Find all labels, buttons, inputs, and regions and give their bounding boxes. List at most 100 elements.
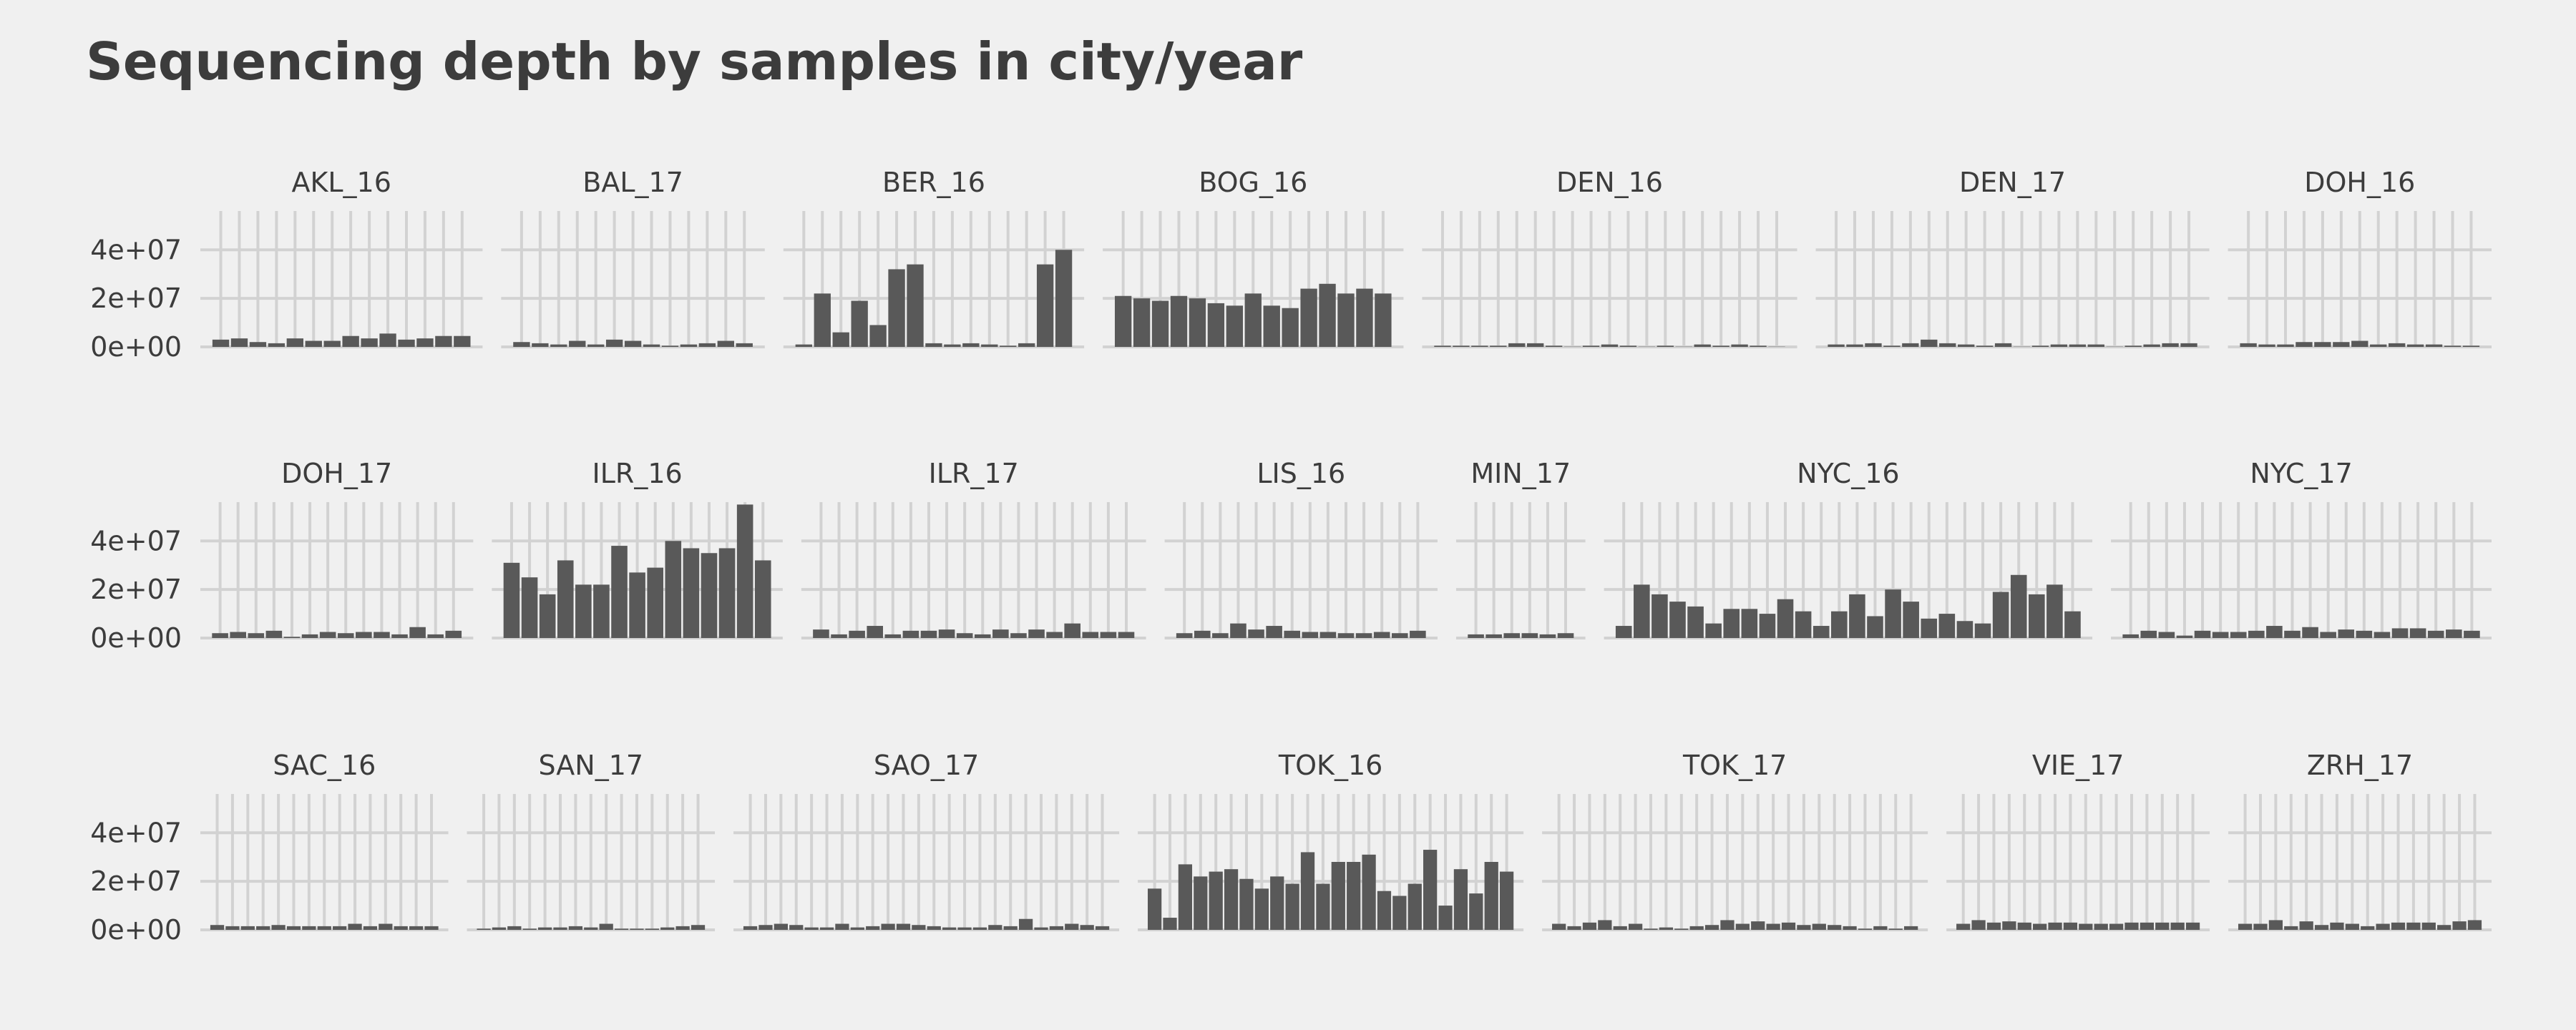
bar bbox=[851, 300, 868, 347]
bar bbox=[568, 926, 583, 930]
bar bbox=[956, 633, 973, 638]
bar bbox=[248, 633, 265, 638]
bar bbox=[988, 925, 1002, 930]
bar bbox=[1888, 928, 1903, 930]
bar bbox=[1490, 345, 1507, 347]
bar bbox=[2140, 630, 2157, 638]
facet-label: TOK_16 bbox=[1278, 750, 1382, 781]
bar bbox=[2050, 344, 2068, 347]
bar bbox=[1407, 883, 1422, 930]
bar bbox=[2268, 920, 2283, 930]
bar bbox=[532, 343, 549, 347]
bar bbox=[1689, 926, 1704, 930]
bar bbox=[630, 928, 644, 930]
bar bbox=[1751, 921, 1765, 930]
bar bbox=[1003, 926, 1018, 930]
bar bbox=[398, 339, 415, 347]
bar bbox=[758, 925, 773, 930]
bar bbox=[701, 553, 718, 638]
bar bbox=[1994, 343, 2012, 347]
bar bbox=[521, 577, 538, 638]
bar bbox=[1976, 345, 1994, 347]
bar bbox=[795, 344, 813, 347]
bar bbox=[2330, 922, 2344, 930]
bar bbox=[1557, 633, 1574, 638]
bar bbox=[624, 340, 642, 347]
bar bbox=[835, 923, 849, 930]
bar bbox=[1226, 305, 1244, 347]
bar bbox=[643, 344, 660, 347]
bar bbox=[1956, 923, 1971, 930]
bar bbox=[683, 548, 700, 638]
y-tick-label: 0e+00 bbox=[90, 331, 182, 363]
bar bbox=[1582, 922, 1597, 930]
bar bbox=[1712, 345, 1729, 347]
bar bbox=[513, 342, 530, 347]
bar bbox=[629, 572, 645, 638]
bar bbox=[557, 560, 574, 638]
y-tick-label: 4e+07 bbox=[90, 525, 182, 556]
bar bbox=[210, 925, 225, 930]
bar bbox=[1813, 626, 1830, 638]
bar bbox=[1582, 345, 1600, 347]
bar bbox=[1469, 893, 1483, 930]
bar bbox=[1471, 345, 1488, 347]
bar bbox=[2069, 344, 2087, 347]
facet-panel-bal-17: BAL_17 bbox=[501, 167, 765, 348]
bar bbox=[605, 339, 623, 347]
bar bbox=[661, 345, 679, 347]
facet-label: NYC_16 bbox=[1797, 458, 1899, 489]
bar bbox=[2356, 630, 2373, 638]
bar bbox=[2170, 922, 2185, 930]
bar bbox=[2409, 628, 2426, 638]
bar bbox=[445, 630, 462, 638]
bar bbox=[2230, 632, 2247, 638]
bar bbox=[2158, 632, 2175, 638]
bar bbox=[319, 632, 336, 638]
bar bbox=[379, 923, 393, 930]
bar bbox=[225, 926, 240, 930]
bar bbox=[2258, 344, 2275, 347]
bar bbox=[2109, 923, 2124, 930]
bar bbox=[2370, 344, 2387, 347]
bar bbox=[1986, 922, 2001, 930]
bar bbox=[774, 923, 788, 930]
bar bbox=[587, 344, 605, 347]
bar bbox=[1018, 343, 1035, 347]
bar bbox=[1434, 345, 1451, 347]
bar bbox=[212, 339, 230, 347]
bar bbox=[680, 344, 698, 347]
bar bbox=[1508, 343, 1526, 347]
y-tick-label: 2e+07 bbox=[90, 865, 182, 897]
bar bbox=[553, 927, 567, 930]
bar bbox=[2391, 628, 2409, 638]
bar bbox=[1903, 602, 1919, 638]
bar bbox=[1902, 343, 1919, 347]
bar bbox=[1777, 599, 1794, 638]
bar bbox=[1687, 606, 1704, 638]
bar bbox=[1499, 871, 1514, 930]
bar bbox=[1545, 345, 1563, 347]
bar bbox=[1921, 339, 1938, 347]
bar bbox=[614, 928, 629, 930]
bar bbox=[902, 630, 919, 638]
bar bbox=[832, 332, 849, 347]
bar bbox=[675, 926, 690, 930]
bar bbox=[2155, 922, 2170, 930]
bar bbox=[1485, 634, 1502, 638]
bar bbox=[1567, 926, 1581, 930]
bar bbox=[2010, 574, 2027, 638]
bar bbox=[2248, 630, 2265, 638]
bar bbox=[1438, 906, 1453, 930]
bar bbox=[271, 925, 286, 930]
bar bbox=[2017, 922, 2031, 930]
y-tick-label: 0e+00 bbox=[90, 914, 182, 946]
bar bbox=[2284, 630, 2301, 638]
bar bbox=[374, 632, 390, 638]
bar bbox=[1865, 343, 1882, 347]
bar bbox=[645, 928, 659, 930]
bar bbox=[850, 927, 864, 930]
facet-panel-bog-16: BOG_16 bbox=[1103, 167, 1404, 348]
bar bbox=[1720, 920, 1735, 930]
bar bbox=[942, 927, 957, 930]
